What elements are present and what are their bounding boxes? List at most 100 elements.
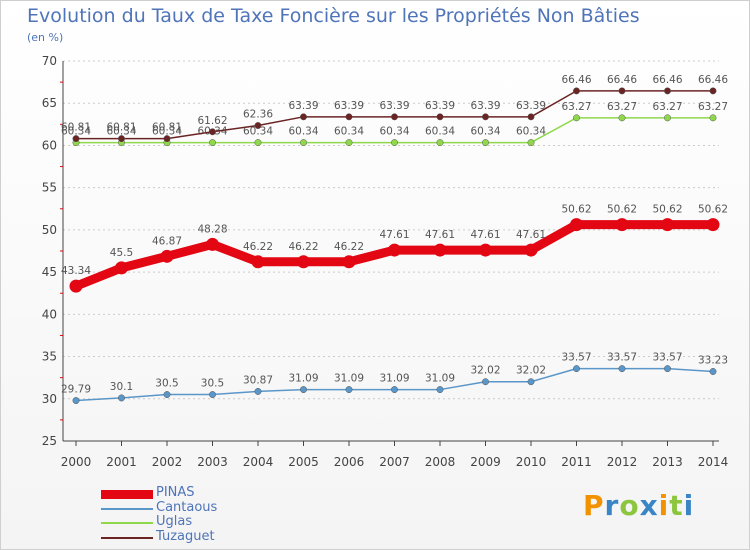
data-point xyxy=(209,139,216,147)
data-label: 32.02 xyxy=(516,365,546,377)
data-point xyxy=(391,386,398,394)
x-tick-label: 2001 xyxy=(106,455,137,469)
y-tick-label: 50 xyxy=(42,223,57,237)
legend-swatch xyxy=(101,507,153,510)
data-point xyxy=(115,261,128,275)
x-tick-label: 2004 xyxy=(243,455,274,469)
data-point xyxy=(661,218,674,232)
data-label: 66.46 xyxy=(561,74,591,86)
y-tick-label: 35 xyxy=(42,350,57,364)
data-label: 30.87 xyxy=(243,374,273,386)
data-point xyxy=(300,113,307,121)
data-label: 60.34 xyxy=(152,126,182,138)
x-tick-label: 2011 xyxy=(561,455,592,469)
data-label: 63.27 xyxy=(698,101,728,113)
data-point xyxy=(436,139,444,147)
data-label: 66.46 xyxy=(652,74,682,86)
data-point xyxy=(618,365,626,373)
data-point xyxy=(342,255,356,269)
data-point xyxy=(618,114,626,122)
data-label: 63.39 xyxy=(288,100,318,112)
data-point xyxy=(482,378,489,386)
data-point xyxy=(72,135,80,143)
data-point xyxy=(527,378,535,386)
y-tick-label: 30 xyxy=(42,392,57,406)
x-tick-label: 2002 xyxy=(152,455,183,469)
data-label: 32.02 xyxy=(470,365,500,377)
data-label: 50.62 xyxy=(561,204,591,216)
data-label: 33.57 xyxy=(652,352,682,364)
series-uglas: 60.34 60.34 60.34 60.34 60.34 60.34 60.34 60.34… xyxy=(61,101,728,147)
data-label: 31.09 xyxy=(425,373,455,385)
data-point xyxy=(615,218,629,232)
data-point xyxy=(345,139,353,147)
data-point xyxy=(163,135,171,143)
data-label: 60.34 xyxy=(334,126,364,138)
data-label: 66.46 xyxy=(607,74,637,86)
data-label: 30.1 xyxy=(110,381,133,393)
y-tick-label: 70 xyxy=(42,54,57,68)
data-label: 47.61 xyxy=(516,229,546,241)
data-point xyxy=(69,279,83,293)
data-point xyxy=(345,113,353,121)
logo-letter: x xyxy=(639,489,659,522)
y-tick-label: 55 xyxy=(42,181,57,195)
data-label: 46.22 xyxy=(334,241,364,253)
data-label: 30.5 xyxy=(201,378,224,390)
series-pinas: 43.34 45.5 46.87 48.28 46.22 46.22 46.22 47.61 4… xyxy=(61,204,728,293)
y-tick-label: 25 xyxy=(42,434,57,448)
data-label: 60.34 xyxy=(516,126,546,138)
data-point xyxy=(479,243,492,257)
data-label: 60.34 xyxy=(288,126,318,138)
data-point xyxy=(118,135,125,143)
x-tick-label: 2007 xyxy=(379,455,410,469)
x-tick-label: 2013 xyxy=(652,455,683,469)
data-point xyxy=(664,114,671,122)
data-point xyxy=(482,139,489,147)
data-point xyxy=(209,391,216,399)
data-label: 60.81 xyxy=(61,122,91,134)
data-point xyxy=(297,255,310,269)
data-label: 46.22 xyxy=(243,241,273,253)
data-label: 60.34 xyxy=(61,126,91,138)
legend-label: Uglas xyxy=(156,514,193,529)
y-tick-label: 65 xyxy=(42,96,57,110)
legend-swatch xyxy=(101,536,153,539)
data-point xyxy=(118,394,125,402)
data-label: 31.09 xyxy=(334,373,364,385)
x-tick-label: 2003 xyxy=(197,455,228,469)
chart-subtitle: (en %) xyxy=(27,31,64,44)
data-label: 66.46 xyxy=(698,74,728,86)
data-point xyxy=(482,113,489,121)
data-label: 63.39 xyxy=(379,100,409,112)
data-point xyxy=(706,218,720,232)
data-label: 63.27 xyxy=(652,101,682,113)
data-label: 31.09 xyxy=(288,373,318,385)
x-tick-label: 2014 xyxy=(698,455,729,469)
x-tick-label: 2010 xyxy=(516,455,547,469)
data-label: 60.34 xyxy=(379,126,409,138)
legend-label: Tuzaguet xyxy=(156,528,215,544)
data-point xyxy=(300,139,307,147)
data-point xyxy=(300,386,307,394)
logo-letter: P xyxy=(583,489,605,522)
data-point xyxy=(391,113,398,121)
x-tick-label: 2008 xyxy=(425,455,456,469)
data-point xyxy=(524,243,538,257)
data-point xyxy=(436,386,444,394)
data-label: 63.39 xyxy=(334,100,364,112)
x-tick-label: 2005 xyxy=(288,455,319,469)
chart-axes: 25 30 35 40 45 50 55 60 65 70 2000 2001 2002 2003 2004… xyxy=(42,54,729,469)
data-point xyxy=(618,87,626,95)
data-label: 62.36 xyxy=(243,109,273,121)
data-label: 33.57 xyxy=(607,352,637,364)
data-label: 29.79 xyxy=(61,384,91,396)
data-label: 50.62 xyxy=(607,204,637,216)
data-label: 47.61 xyxy=(425,229,455,241)
data-label: 63.27 xyxy=(607,101,637,113)
chart-title: Evolution du Taux de Taxe Foncière sur l… xyxy=(27,5,640,27)
legend-label: Cantaous xyxy=(156,499,218,515)
legend-swatch xyxy=(101,489,153,499)
data-label: 60.34 xyxy=(425,126,455,138)
